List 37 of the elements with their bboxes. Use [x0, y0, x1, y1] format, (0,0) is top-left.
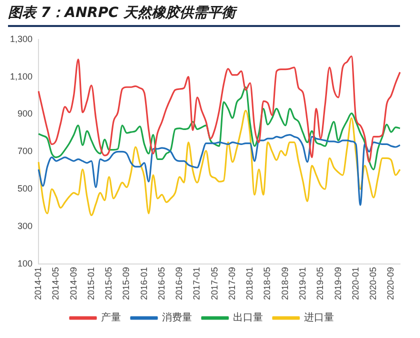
y-tick-label: 1,100: [10, 71, 33, 82]
x-tick-label: 2016-01: [138, 266, 149, 300]
x-tick-label: 2015-05: [104, 266, 114, 300]
x-tick-label: 2020-09: [386, 266, 396, 300]
x-tick-label: 2015-01: [86, 266, 96, 300]
chart-title: 图表 7：ANRPC 天然橡胶供需平衡: [8, 4, 400, 27]
x-tick-label: 2014-09: [68, 266, 78, 300]
x-tick-label: 2017-09: [226, 266, 237, 300]
x-tick-label: 2020-01: [350, 266, 360, 300]
x-tick-label: 2018-09: [280, 266, 290, 300]
y-tick-label: 100: [17, 258, 33, 268]
x-tick-label: 2018-05: [262, 266, 272, 300]
x-tick-label: 2016-05: [156, 266, 166, 300]
y-tick-label: 700: [17, 146, 33, 156]
legend-label: 出口量: [233, 312, 263, 324]
legend-label: 产量: [101, 312, 121, 324]
x-tick-label: 2017-01: [192, 266, 202, 300]
line-series: [38, 86, 401, 170]
x-tick-label: 2019-09: [332, 266, 343, 300]
x-tick-label: 2019-05: [315, 266, 326, 300]
x-tick-label: 2014-05: [50, 266, 61, 300]
legend-label: 进口量: [304, 312, 334, 324]
x-tick-label: 2014-01: [33, 266, 44, 300]
y-tick-label: 500: [17, 184, 33, 194]
legend-label: 消费量: [162, 312, 192, 324]
line-series: [38, 110, 401, 216]
x-tick-label: 2015-09: [121, 266, 132, 300]
x-tick-label: 2016-09: [174, 266, 184, 300]
y-tick-label: 300: [17, 221, 33, 232]
y-tick-label: 1,300: [10, 34, 33, 44]
x-tick-label: 2019-01: [298, 266, 308, 300]
line-series: [38, 134, 401, 206]
x-tick-label: 2017-05: [209, 266, 220, 300]
x-tick-label: 2018-01: [244, 266, 255, 300]
y-tick-label: 900: [17, 108, 33, 119]
x-tick-label: 2020-05: [368, 266, 378, 300]
line-series: [38, 55, 401, 163]
